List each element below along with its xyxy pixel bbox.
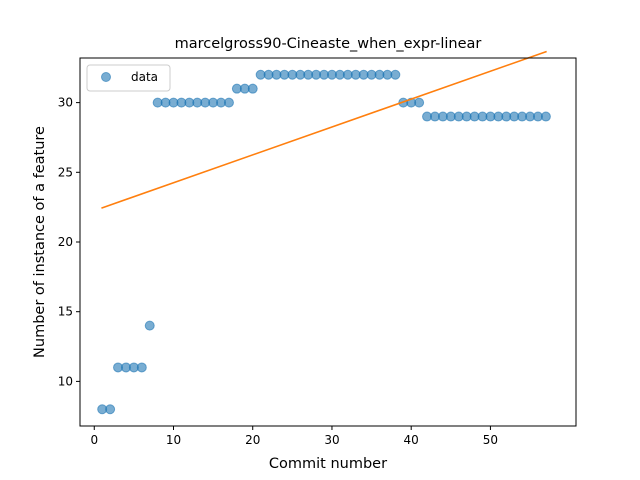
y-axis: 10 15 20 25 30 (58, 96, 80, 388)
fit-line (101, 50, 547, 209)
chart-title: marcelgross90-Cineaste_when_expr-linear (175, 36, 482, 52)
y-tick-label: 15 (58, 305, 73, 319)
data-point (144, 320, 155, 331)
x-tick-label: 40 (404, 433, 419, 447)
data-point (136, 362, 147, 373)
x-tick-label: 50 (483, 433, 498, 447)
data-point (390, 69, 401, 80)
data-point (540, 111, 551, 122)
data-point (105, 404, 116, 415)
x-tick-label: 0 (90, 433, 98, 447)
data-point (247, 83, 258, 94)
x-axis-label: Commit number (269, 456, 387, 472)
legend-box (86, 64, 171, 92)
x-tick-label: 30 (324, 433, 339, 447)
y-tick-label: 30 (58, 96, 73, 110)
y-tick-label: 20 (58, 235, 73, 249)
x-axis: 0 10 20 30 40 50 (90, 426, 498, 447)
y-axis-label: Number of instance of a feature (32, 126, 48, 358)
legend-marker-data (101, 72, 111, 82)
data-point (223, 97, 234, 108)
plot-area (97, 50, 551, 415)
data-point (414, 97, 425, 108)
x-tick-label: 10 (166, 433, 181, 447)
y-tick-label: 10 (58, 374, 73, 388)
y-tick-label: 25 (58, 165, 73, 179)
legend: data (86, 64, 171, 92)
legend-label-data: data (131, 70, 158, 84)
x-tick-label: 20 (245, 433, 260, 447)
